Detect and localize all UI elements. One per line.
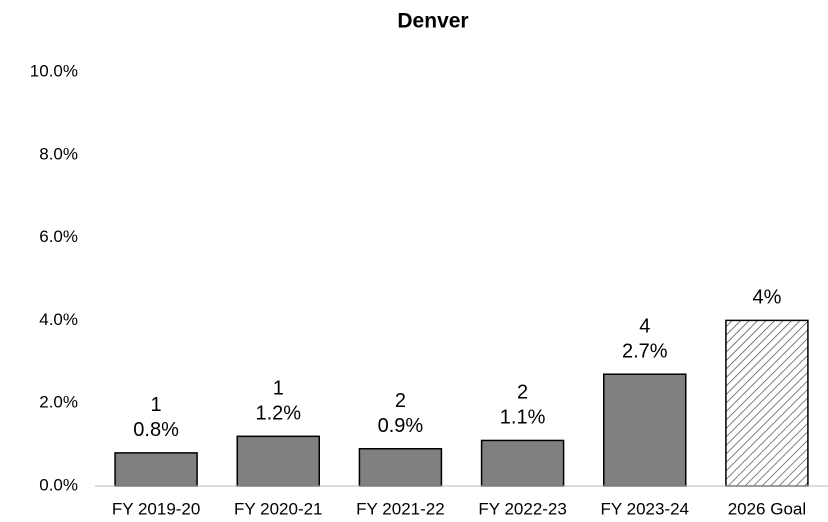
count-label: 4 [639,316,650,338]
bar [236,435,320,487]
data-label: 4% [752,287,781,309]
bar [603,373,687,487]
y-tick-label: 0.0% [39,475,78,494]
count-label: 1 [151,394,162,416]
y-tick-label: 8.0% [39,144,78,163]
bar [114,452,198,487]
bar [480,439,565,487]
data-label: 1.1% [500,407,546,429]
y-tick-label: 6.0% [39,227,78,246]
count-label: 2 [395,390,406,412]
y-tick-label: 2.0% [39,393,78,412]
count-label: 2 [517,382,528,404]
bar [358,447,443,487]
x-tick-label: 2026 Goal [728,499,806,518]
data-label: 0.9% [378,415,424,437]
data-label: 1.2% [255,403,301,425]
data-label: 0.8% [133,419,179,441]
count-label: 1 [273,378,284,400]
x-tick-label: FY 2023-24 [600,499,689,518]
data-label: 2.7% [622,341,668,363]
x-tick-label: FY 2021-22 [356,499,445,518]
x-tick-label: FY 2020-21 [234,499,323,518]
bar [725,319,809,487]
x-tick-label: FY 2022-23 [478,499,567,518]
y-tick-label: 10.0% [30,61,78,80]
y-tick-label: 4.0% [39,310,78,329]
x-tick-label: FY 2019-20 [112,499,201,518]
chart-title: Denver [397,10,468,33]
